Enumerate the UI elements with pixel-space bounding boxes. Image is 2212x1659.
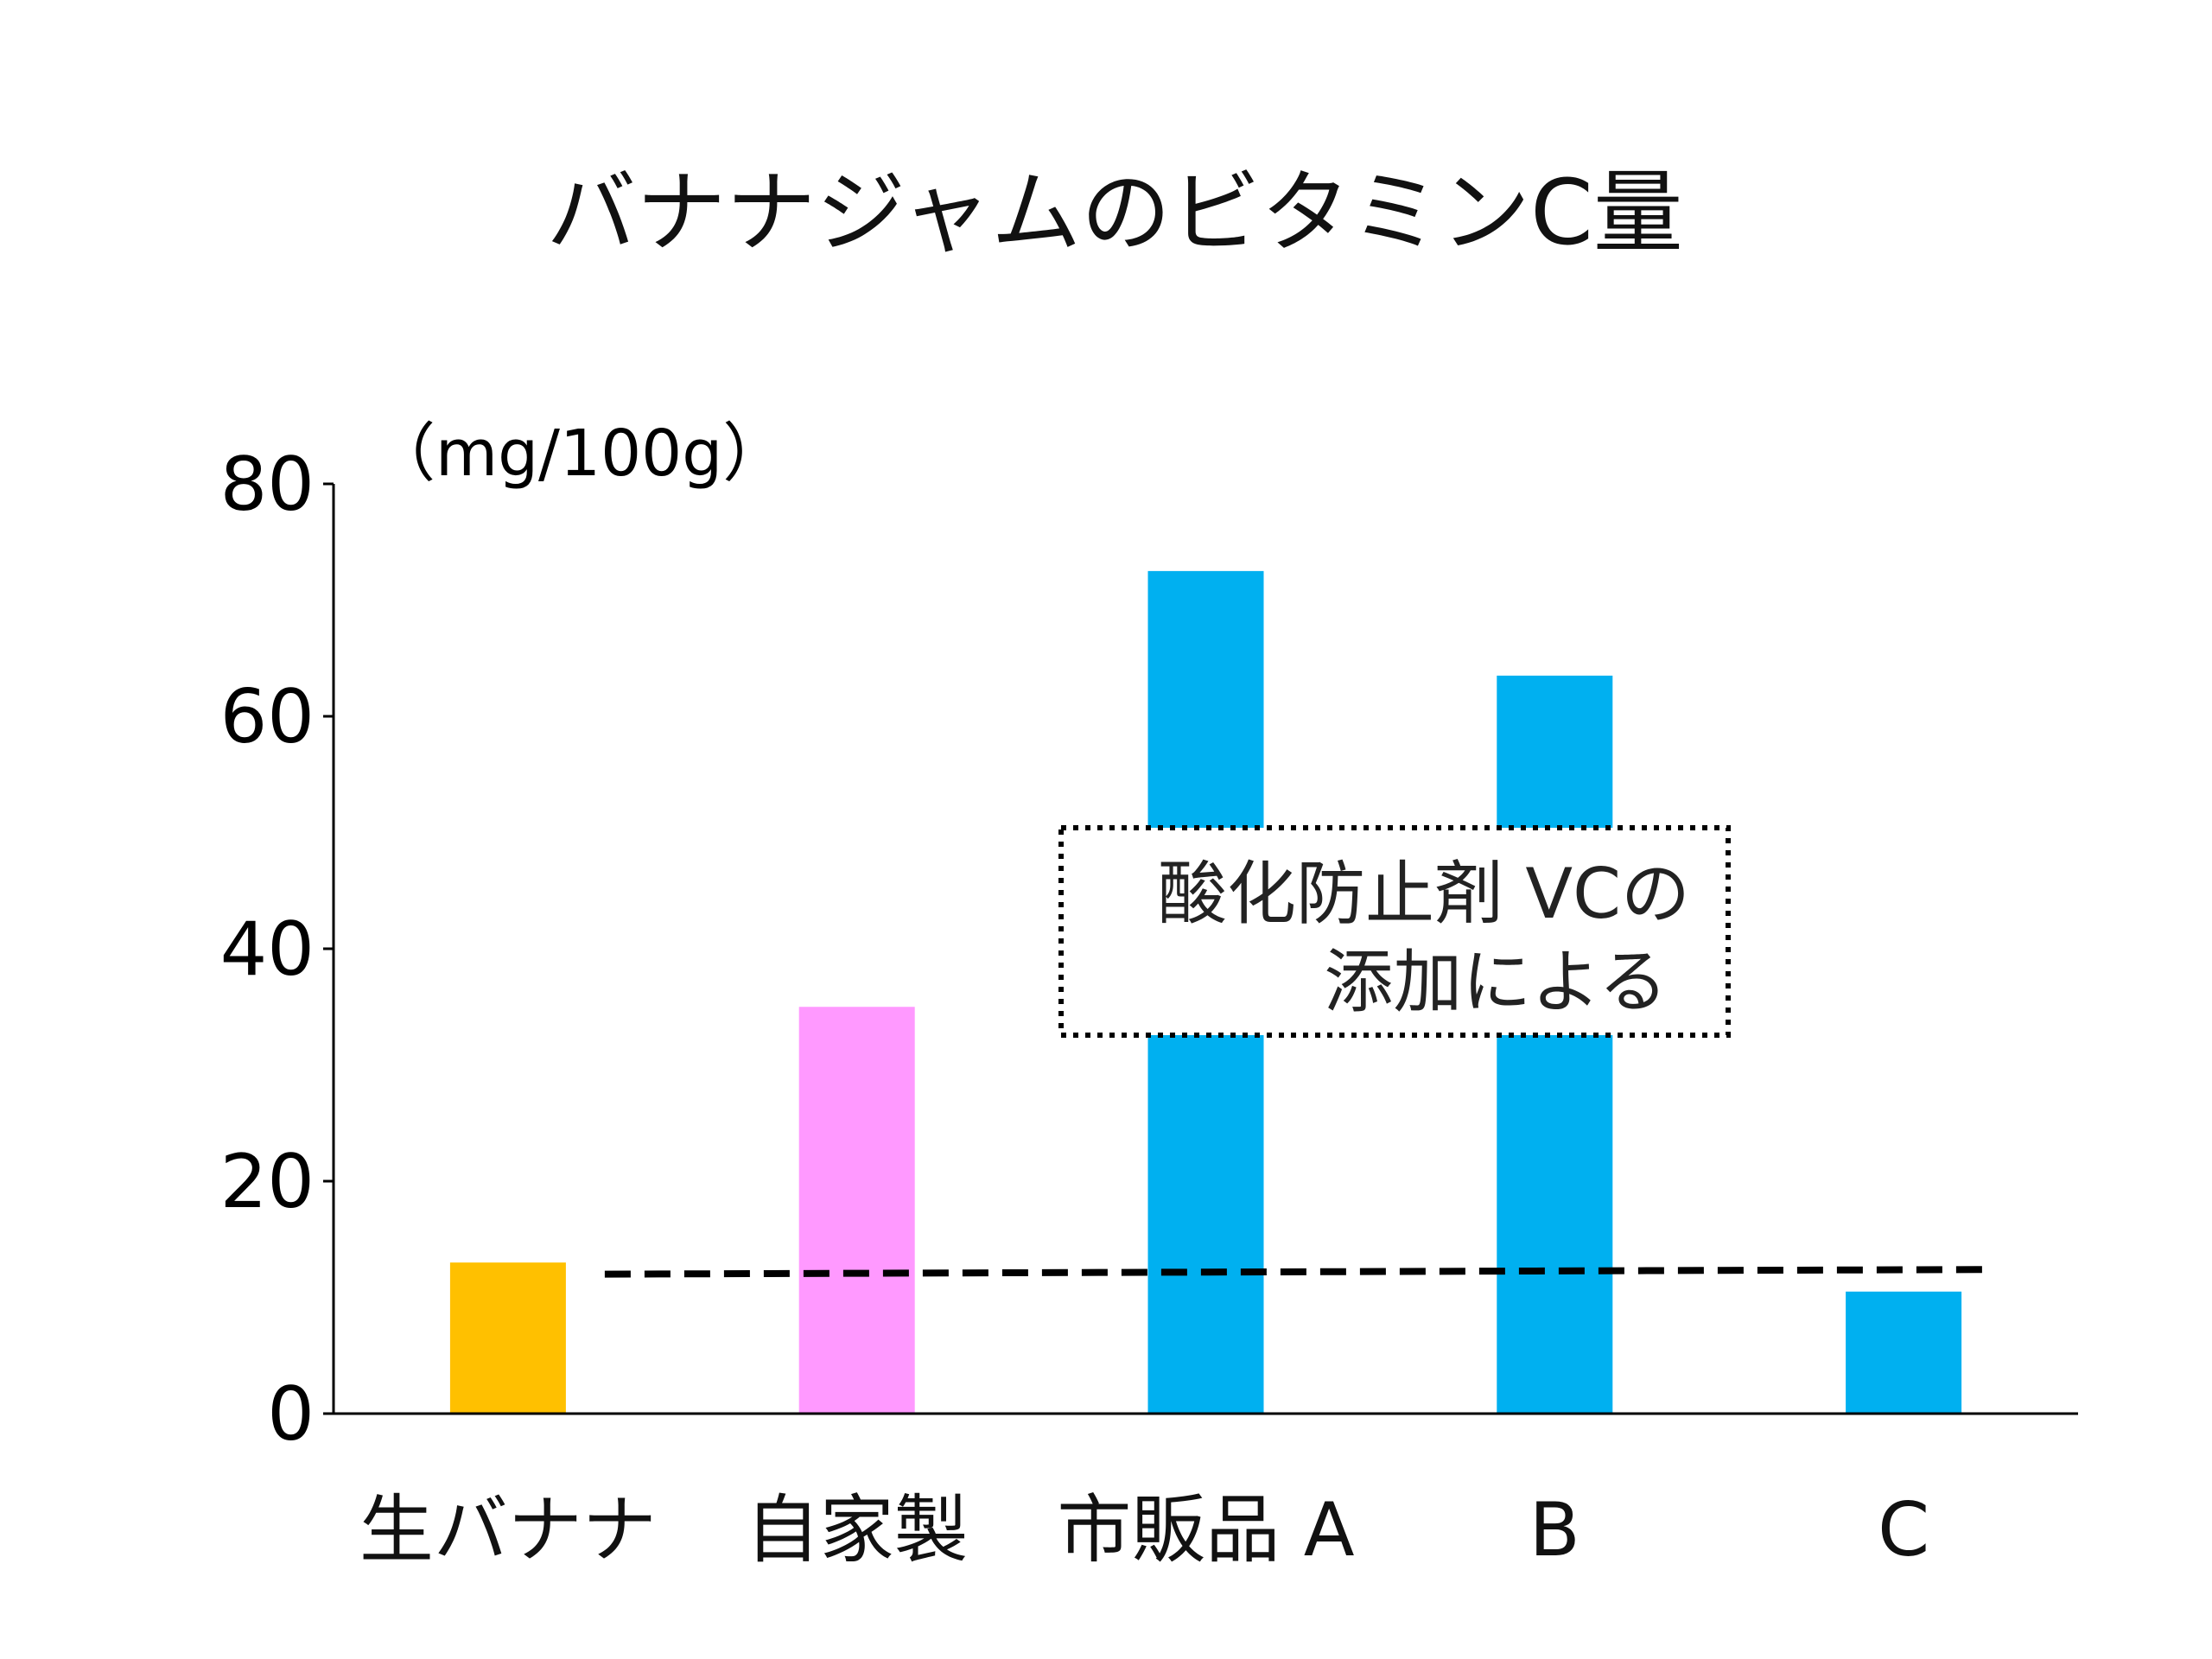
reference-dashed-line <box>604 1266 1984 1278</box>
bar-1 <box>798 1007 915 1414</box>
bar-4 <box>1846 1291 1962 1414</box>
y-tick-label: 80 <box>220 442 315 528</box>
bar-3 <box>1497 675 1613 1414</box>
y-tick-label: 0 <box>267 1371 315 1458</box>
y-tick-label: 40 <box>220 906 315 993</box>
x-category-label: 市販品 A <box>1057 1487 1354 1573</box>
chart-title: バナナジャムのビタミンC量 <box>546 160 1682 265</box>
x-category-label: B <box>1529 1487 1580 1573</box>
x-category-label: 自家製 <box>746 1487 969 1573</box>
annotation-line-2: 添加による <box>1324 942 1668 1022</box>
annotation-line-1: 酸化防止剤 VCの <box>1158 854 1690 934</box>
x-category-label: 生バナナ <box>359 1487 657 1573</box>
bar-0 <box>449 1262 566 1414</box>
x-category-label: C <box>1878 1487 1929 1573</box>
y-unit-label: （mg/100g） <box>372 416 786 491</box>
annotation-box: 酸化防止剤 VCの 添加による <box>1058 825 1731 1038</box>
x-labels-group: 生バナナ 自家製 市販品 A B C <box>359 1487 1929 1573</box>
y-tick-label: 60 <box>220 674 315 760</box>
annotation-border <box>1058 825 1731 1038</box>
y-ticks-group: 0 20 40 60 80 <box>220 442 334 1458</box>
y-tick-label: 20 <box>220 1139 315 1225</box>
